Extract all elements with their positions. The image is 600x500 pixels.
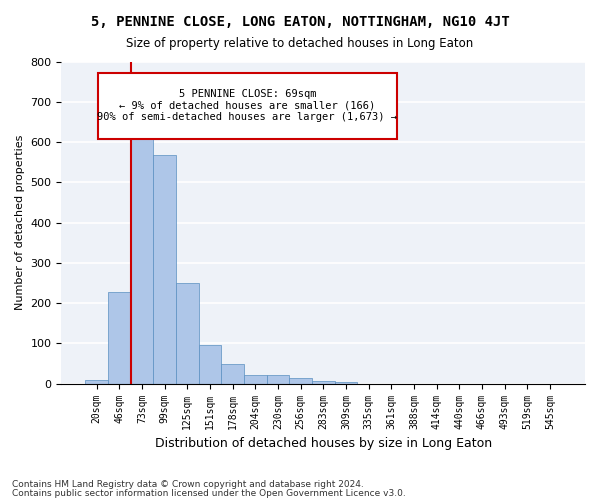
- Bar: [312, 381, 335, 384]
- Bar: [266, 375, 289, 384]
- Y-axis label: Number of detached properties: Number of detached properties: [15, 135, 25, 310]
- Text: 5, PENNINE CLOSE, LONG EATON, NOTTINGHAM, NG10 4JT: 5, PENNINE CLOSE, LONG EATON, NOTTINGHAM…: [91, 15, 509, 29]
- Text: Size of property relative to detached houses in Long Eaton: Size of property relative to detached ho…: [127, 38, 473, 51]
- Bar: [131, 135, 153, 384]
- Bar: [244, 375, 266, 384]
- X-axis label: Distribution of detached houses by size in Long Eaton: Distribution of detached houses by size …: [155, 437, 492, 450]
- Bar: [199, 345, 221, 384]
- Bar: [108, 292, 131, 384]
- Bar: [221, 364, 244, 384]
- Bar: [176, 283, 199, 384]
- FancyBboxPatch shape: [98, 73, 397, 139]
- Text: Contains public sector information licensed under the Open Government Licence v3: Contains public sector information licen…: [12, 490, 406, 498]
- Bar: [335, 382, 357, 384]
- Bar: [289, 378, 312, 384]
- Bar: [85, 380, 108, 384]
- Text: Contains HM Land Registry data © Crown copyright and database right 2024.: Contains HM Land Registry data © Crown c…: [12, 480, 364, 489]
- Text: 5 PENNINE CLOSE: 69sqm
← 9% of detached houses are smaller (166)
90% of semi-det: 5 PENNINE CLOSE: 69sqm ← 9% of detached …: [97, 89, 397, 122]
- Bar: [153, 156, 176, 384]
